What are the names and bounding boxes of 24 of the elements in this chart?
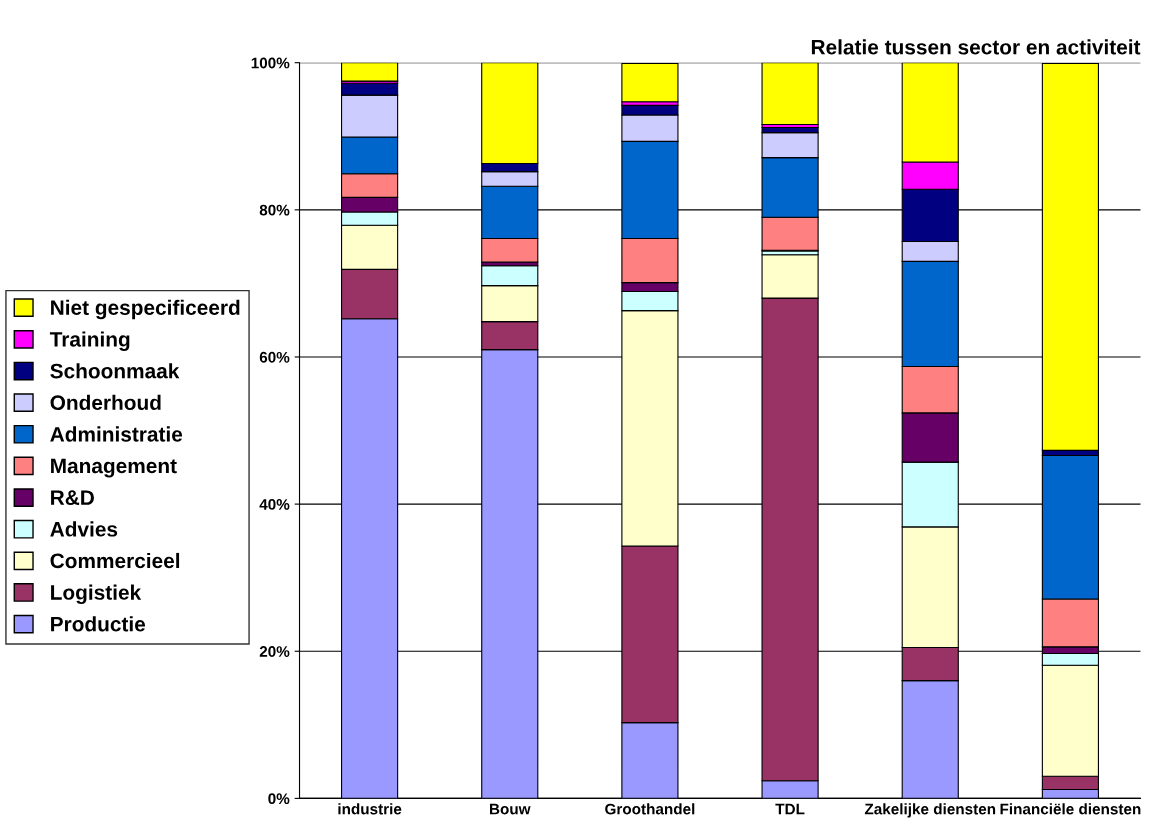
x-tick-label: industrie	[338, 803, 402, 815]
y-tick-label: 40%	[259, 498, 290, 510]
chart-title: Relatie tussen sector en activiteit	[811, 39, 1141, 55]
x-tick-label: Groothandel	[605, 803, 695, 815]
y-tick-label: 80%	[259, 204, 290, 216]
y-tick-label: 60%	[259, 351, 290, 363]
legend-label: Commercieel	[50, 552, 180, 569]
legend-label: Productie	[51, 616, 146, 632]
y-tick-label: 20%	[259, 646, 290, 657]
legend-label: R&D	[51, 490, 94, 505]
x-tick-label: Financiële diensten	[1000, 803, 1141, 815]
legend-label: Logistiek	[51, 584, 142, 605]
legend-label: Niet gespecificeerd	[51, 299, 240, 320]
legend-label: Training	[49, 331, 130, 351]
legend-label: Onderhoud	[50, 394, 161, 411]
legend-label: Schoonmaak	[50, 363, 180, 379]
y-tick-label: 100%	[251, 57, 290, 69]
y-tick-label: 0%	[268, 793, 290, 805]
x-tick-label: Zakelijke diensten	[864, 803, 996, 818]
legend-label: Administratie	[50, 426, 183, 442]
legend-label: Advies	[50, 521, 118, 537]
x-tick-label: Bouw	[489, 803, 531, 815]
x-tick-label: TDL	[775, 803, 805, 815]
legend-label: Management	[51, 458, 177, 478]
